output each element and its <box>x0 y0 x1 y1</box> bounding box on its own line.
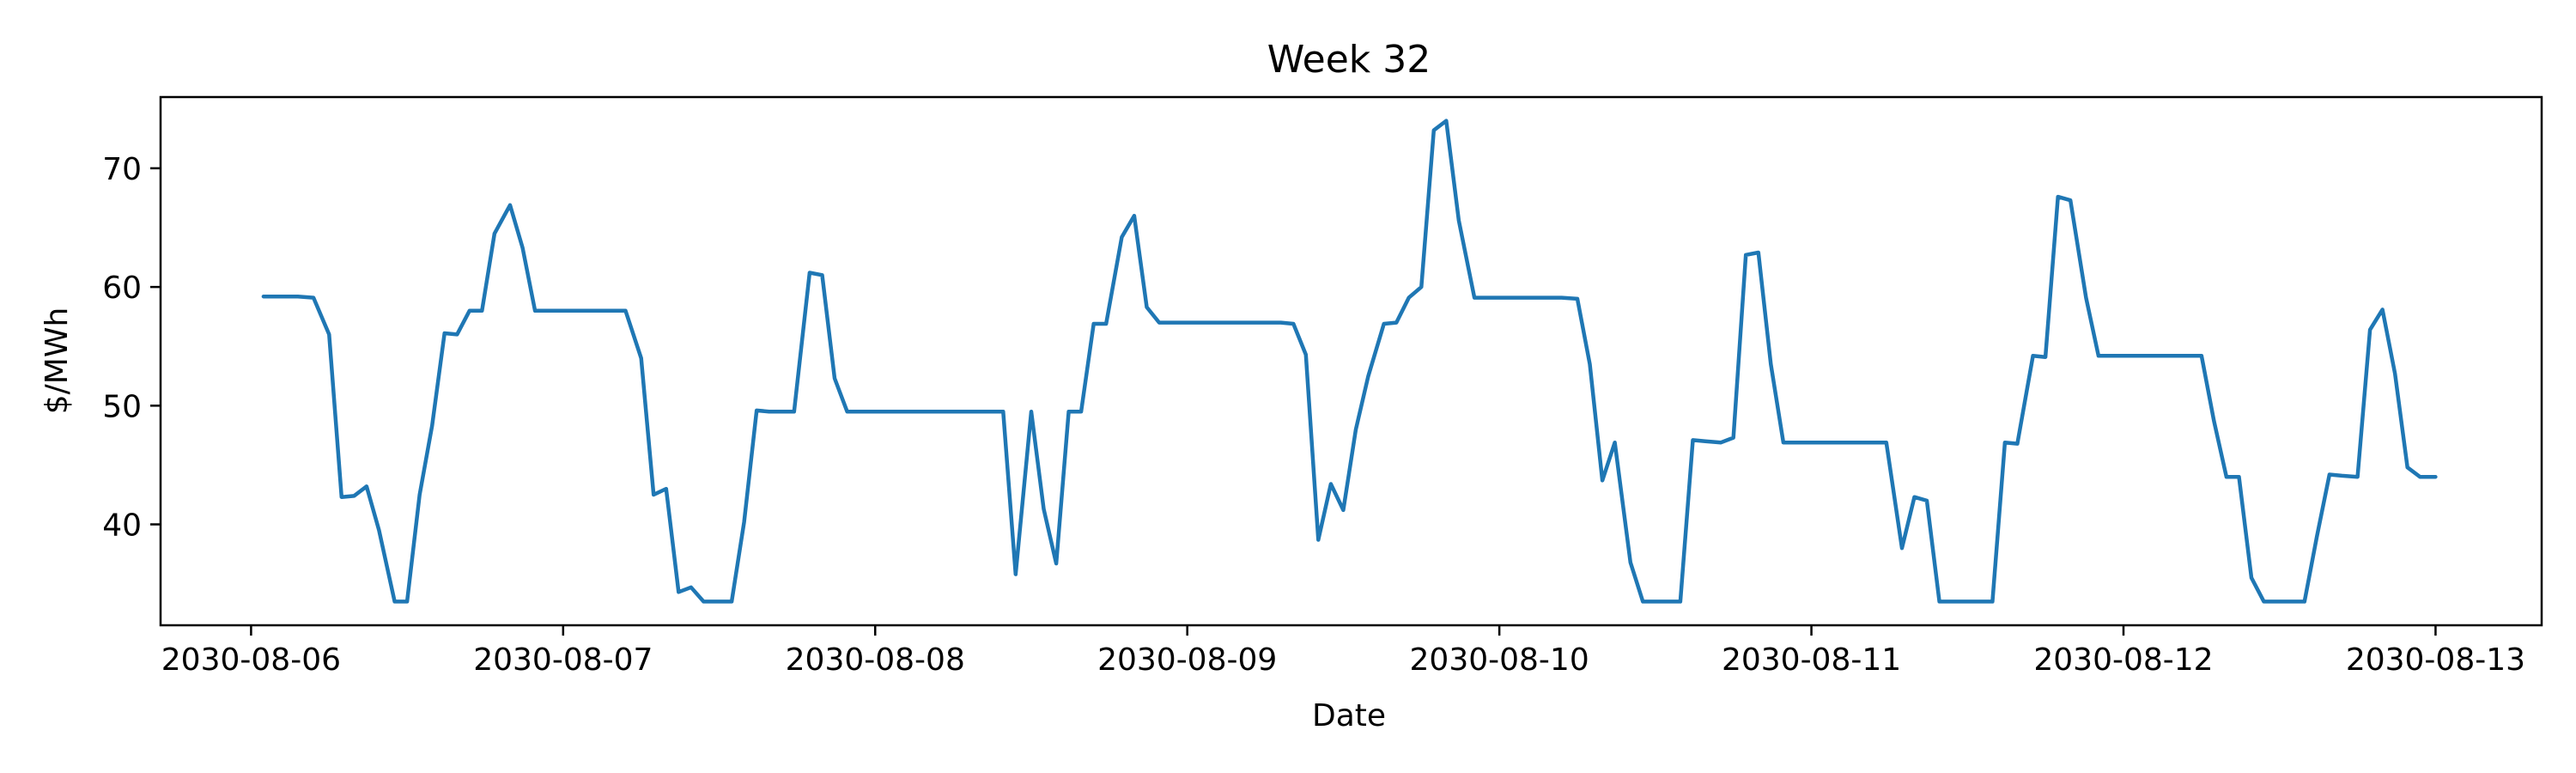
x-tick-label: 2030-08-11 <box>1722 642 1901 678</box>
y-tick-label: 40 <box>102 508 142 544</box>
y-tick-label: 50 <box>102 389 142 424</box>
series-line <box>261 119 2438 604</box>
chart-title: Week 32 <box>1267 38 1431 82</box>
x-axis-label: Date <box>1312 698 1386 733</box>
y-tick-label: 70 <box>102 152 142 187</box>
x-axis: 2030-08-06 2030-08-07 2030-08-08 2030-08-09… <box>161 625 2525 678</box>
x-tick-label: 2030-08-09 <box>1097 642 1277 678</box>
plot-area <box>261 119 2438 604</box>
axes-frame <box>159 95 2543 627</box>
x-tick-label: 2030-08-08 <box>786 642 965 678</box>
x-tick-label: 2030-08-06 <box>161 642 341 678</box>
y-tick-label: 60 <box>102 271 142 306</box>
x-tick-label: 2030-08-10 <box>1410 642 1589 678</box>
y-axis-label: $/MWh <box>39 307 75 415</box>
x-tick-label: 2030-08-13 <box>2346 642 2525 678</box>
x-tick-label: 2030-08-07 <box>473 642 653 678</box>
x-tick-label: 2030-08-12 <box>2033 642 2213 678</box>
y-axis: 40 50 60 70 <box>102 152 161 544</box>
